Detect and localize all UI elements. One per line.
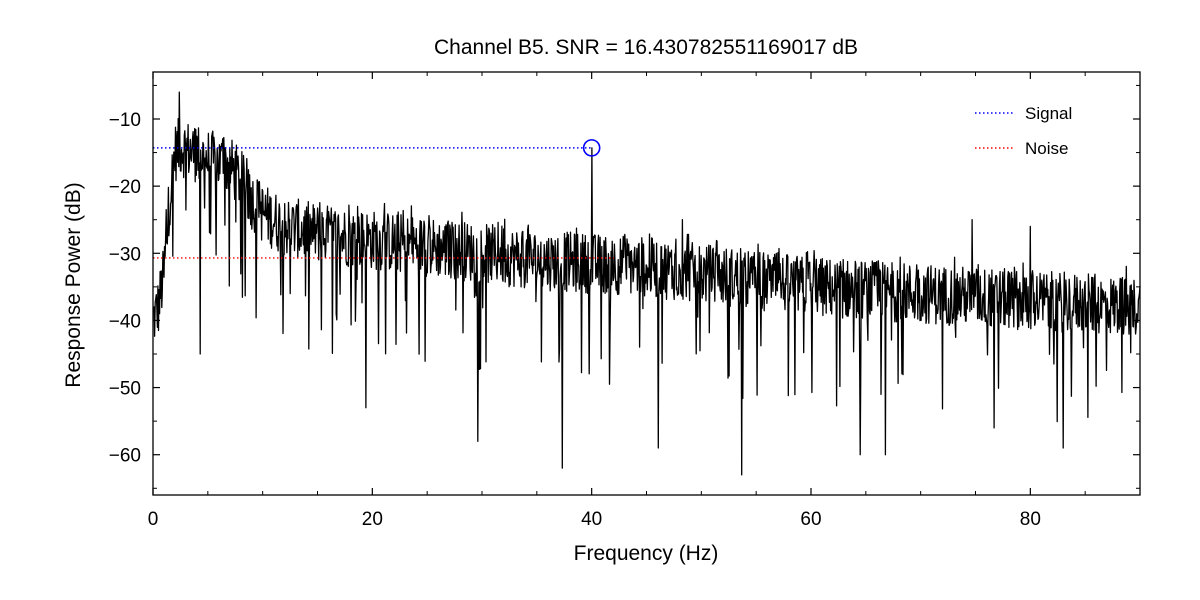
y-tick-label: −30 xyxy=(109,244,141,265)
x-tick-label: 40 xyxy=(581,509,602,530)
x-tick-label: 0 xyxy=(148,509,159,530)
legend: Signal Noise xyxy=(975,104,1072,158)
chart-title: Channel B5. SNR = 16.430782551169017 dB xyxy=(434,36,858,59)
y-tick-label: −60 xyxy=(109,446,141,467)
axis-ticks: 0 20 40 60 80 −10 −20 −30 −40 −50 −60 xyxy=(109,72,1140,530)
y-tick-label: −40 xyxy=(109,311,141,332)
y-tick-label: −20 xyxy=(109,177,141,198)
y-axis-label: Response Power (dB) xyxy=(62,182,85,387)
x-axis-label: Frequency (Hz) xyxy=(574,542,719,565)
x-tick-label: 20 xyxy=(362,509,383,530)
spectrum-series-line xyxy=(152,91,1141,476)
x-tick-label: 60 xyxy=(800,509,821,530)
x-tick-label: 80 xyxy=(1020,509,1041,530)
y-tick-label: −10 xyxy=(109,110,141,131)
legend-signal-label: Signal xyxy=(1025,104,1072,123)
y-tick-label: −50 xyxy=(109,379,141,400)
plot-area xyxy=(152,91,1141,476)
legend-noise-label: Noise xyxy=(1025,139,1068,158)
signal-peak-marker xyxy=(582,139,601,157)
